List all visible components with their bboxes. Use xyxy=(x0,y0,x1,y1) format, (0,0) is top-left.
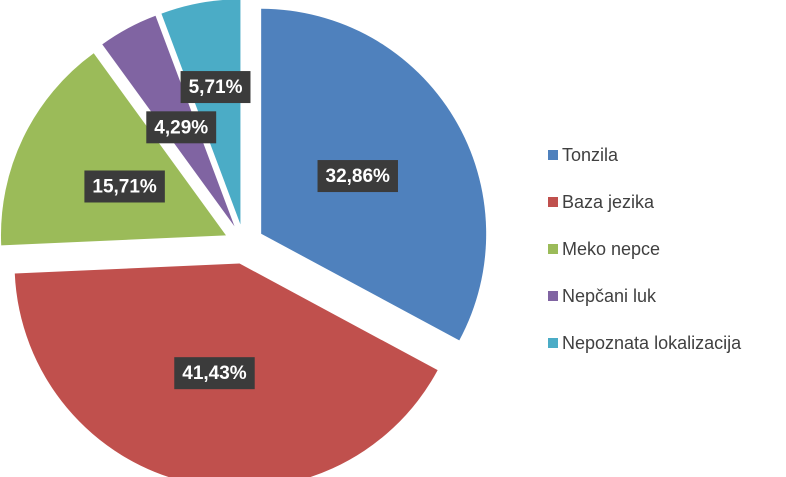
legend-label: Tonzila xyxy=(562,145,619,165)
legend-marker xyxy=(548,150,558,160)
data-label-box xyxy=(84,170,165,203)
data-label-box xyxy=(180,71,251,104)
legend-marker xyxy=(548,244,558,254)
data-label: 15,71% xyxy=(84,170,165,203)
legend-label: Nepčani luk xyxy=(562,286,657,306)
legend-marker xyxy=(548,291,558,301)
data-label-box xyxy=(146,111,217,144)
data-label-box xyxy=(317,160,398,193)
data-label-text: 4,29% xyxy=(154,117,208,138)
legend-marker xyxy=(548,338,558,348)
data-label: 5,71% xyxy=(180,71,251,104)
data-label-text: 5,71% xyxy=(189,77,243,98)
legend-marker xyxy=(548,197,558,207)
legend-label: Baza jezika xyxy=(562,192,655,212)
legend-label: Nepoznata lokalizacija xyxy=(562,333,742,353)
data-label: 32,86% xyxy=(317,160,398,193)
data-label-text: 41,43% xyxy=(182,363,247,384)
data-label: 4,29% xyxy=(146,111,217,144)
data-label-text: 32,86% xyxy=(326,166,391,187)
data-label-box xyxy=(174,357,255,390)
data-label: 41,43% xyxy=(174,357,255,390)
data-label-text: 15,71% xyxy=(92,177,157,198)
legend-label: Meko nepce xyxy=(562,239,660,259)
pie-slice xyxy=(0,53,226,246)
